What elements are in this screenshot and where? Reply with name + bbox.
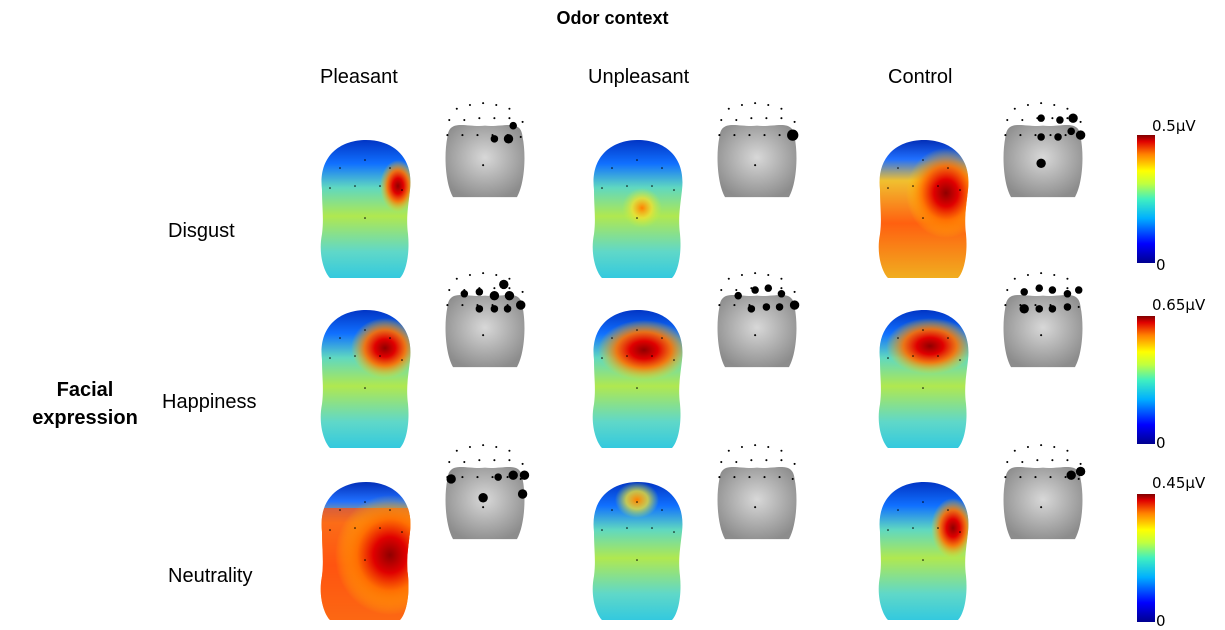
scalp-map-disgust-control	[878, 140, 969, 278]
colorbar-disgust	[1137, 135, 1155, 263]
electrode-map-neutrality-pleasant	[445, 444, 530, 540]
odor-context-title: Odor context	[556, 8, 669, 28]
column-label-control: Control	[888, 66, 953, 88]
colorbar-happiness	[1137, 316, 1155, 444]
column-label-pleasant: Pleasant	[320, 66, 398, 88]
column-label-unpleasant: Unpleasant	[588, 66, 690, 88]
scalp-map-disgust-pleasant	[320, 140, 411, 278]
colorbar-min-happiness: 0	[1156, 434, 1166, 452]
colorbar-max-disgust: 0.5µV	[1152, 117, 1196, 135]
electrode-map-happiness-unpleasant	[717, 272, 800, 368]
colorbar-neutrality	[1137, 494, 1155, 622]
electrode-map-neutrality-unpleasant	[717, 444, 797, 540]
row-label-disgust: Disgust	[168, 220, 235, 242]
electrode-map-happiness-control	[1003, 272, 1083, 368]
colorbar-max-neutrality: 0.45µV	[1152, 474, 1206, 492]
colorbar-min-disgust: 0	[1156, 256, 1166, 274]
scalp-map-disgust-unpleasant	[592, 140, 683, 278]
colorbar-max-happiness: 0.65µV	[1152, 296, 1206, 314]
facial-expression-label: Facial expression	[32, 379, 138, 429]
electrode-map-neutrality-control	[1003, 444, 1086, 540]
row-label-happiness: Happiness	[162, 391, 257, 413]
electrode-map-happiness-pleasant	[445, 272, 526, 368]
electrode-map-disgust-control	[1003, 102, 1086, 198]
scalp-map-happiness-unpleasant	[592, 310, 683, 448]
scalp-map-happiness-control	[878, 310, 969, 448]
electrode-map-disgust-pleasant	[445, 102, 525, 198]
scalp-map-neutrality-unpleasant	[592, 482, 683, 620]
electrode-map-disgust-unpleasant	[717, 102, 799, 198]
scalp-map-neutrality-pleasant	[320, 482, 411, 620]
row-label-neutrality: Neutrality	[168, 565, 253, 587]
scalp-map-happiness-pleasant	[320, 310, 411, 448]
colorbar-min-neutrality: 0	[1156, 612, 1166, 630]
scalp-map-neutrality-control	[878, 482, 969, 620]
